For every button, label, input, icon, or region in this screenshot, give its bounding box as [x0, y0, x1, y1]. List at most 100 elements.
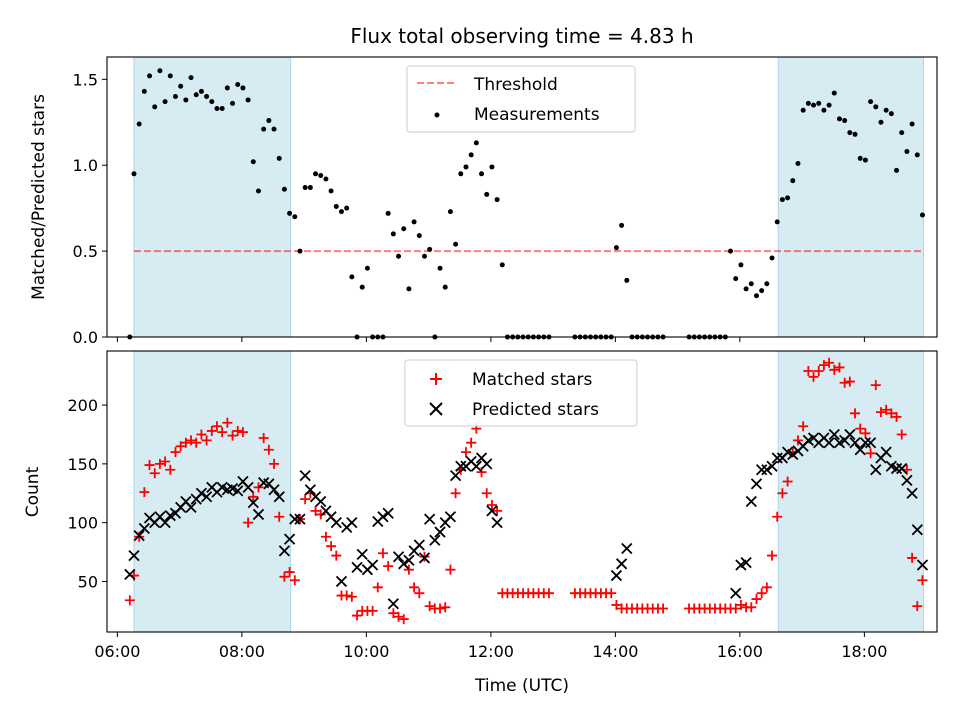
predicted-star-point: [366, 559, 379, 571]
measurement-point: [831, 90, 837, 96]
measurement-point: [904, 148, 910, 154]
predicted-star-point: [864, 437, 877, 449]
matched-star-point: [730, 603, 741, 614]
bottom-xtick-label: 06:00: [94, 642, 140, 661]
matched-star-point: [896, 429, 907, 440]
bottom-xtick-label: 10:00: [343, 642, 389, 661]
bottom-ytick-label: 50: [78, 572, 98, 591]
predicted-star-point: [828, 428, 840, 441]
matched-star-point: [201, 435, 212, 446]
matched-star-point: [269, 458, 280, 469]
predicted-star-point: [200, 491, 213, 503]
measurement-point: [349, 274, 355, 280]
matched-star-point: [855, 423, 866, 434]
matched-star-point: [310, 505, 321, 516]
matched-star-point: [658, 603, 669, 614]
matched-star-point: [341, 590, 352, 601]
bottom-y-axis: 50 100 150 200: [67, 396, 107, 591]
predicted-star-point: [870, 464, 882, 476]
predicted-star-point: [740, 556, 752, 569]
measurement-point: [852, 131, 858, 137]
matched-star-point: [751, 594, 762, 605]
bottom-xtick-label: 14:00: [592, 642, 638, 661]
matched-star-point: [767, 550, 778, 561]
bottom-xtick-label: 16:00: [717, 642, 763, 661]
measurement-point: [764, 281, 770, 287]
matched-star-point: [352, 610, 363, 621]
predicted-star-point: [392, 551, 405, 563]
matched-star-point: [388, 608, 399, 619]
matched-star-point: [211, 421, 222, 432]
matched-star-point: [476, 467, 487, 478]
measurement-point: [292, 214, 298, 220]
measurement-point: [219, 106, 225, 112]
matched-star-point: [792, 435, 803, 446]
measurement-point: [489, 164, 495, 170]
matched-star-point: [191, 437, 202, 448]
measurement-point: [214, 106, 220, 112]
measurement-point: [728, 248, 734, 254]
bottom-xtick-label: 12:00: [468, 642, 514, 661]
predicted-star-point: [911, 524, 923, 536]
predicted-star-point: [849, 437, 861, 449]
predicted-star-point: [232, 485, 244, 497]
matched-star-point: [170, 447, 181, 458]
matched-star-point: [424, 601, 435, 612]
measurement-point: [914, 152, 920, 158]
matched-star-point: [435, 603, 446, 614]
measurement-point: [157, 68, 163, 74]
predicted-star-point: [424, 513, 436, 525]
predicted-star-point: [351, 561, 363, 573]
predicted-star-point: [901, 474, 913, 486]
measurement-point: [421, 253, 427, 259]
matched-star-point: [886, 408, 897, 419]
matched-star-point: [450, 488, 461, 499]
predicted-star-point: [449, 469, 462, 482]
matched-star-point: [486, 500, 497, 511]
matched-star-point: [818, 360, 829, 371]
measurements-legend-label: Measurements: [474, 105, 600, 125]
predicted-star-point: [470, 460, 482, 472]
matched-star-point: [912, 601, 923, 612]
bottom-ytick-label: 200: [67, 396, 98, 415]
matched-star-point: [798, 421, 809, 432]
measurement-point: [313, 171, 319, 177]
matched-star-point: [403, 564, 414, 575]
measurement-point: [302, 185, 308, 191]
predicted-star-point: [398, 558, 410, 570]
predicted-star-point: [268, 484, 280, 496]
predicted-star-point: [455, 460, 467, 472]
chart-title: Flux total observing time = 4.83 h: [350, 24, 693, 48]
matched-star-point: [756, 588, 767, 599]
measurement-point: [847, 130, 853, 136]
measurement-point: [811, 102, 817, 108]
measurement-point: [795, 161, 801, 167]
matched-star-point: [875, 407, 886, 418]
predicted-star-point: [854, 444, 866, 456]
measurement-point: [494, 197, 500, 203]
matched-star-point: [206, 425, 217, 436]
predicted-star-point: [896, 462, 908, 475]
measurement-point: [193, 92, 199, 98]
top-ytick-label: 1.0: [73, 156, 98, 175]
bottom-legend: Matched stars Predicted stars: [404, 359, 638, 427]
measurement-point: [172, 94, 178, 100]
measurement-point: [479, 171, 485, 177]
matched-star-point: [248, 491, 259, 502]
top-band-1: [777, 56, 925, 338]
matched-star-point: [777, 488, 788, 499]
measurement-point: [738, 262, 744, 268]
x-axis-label: Time (UTC): [474, 676, 569, 696]
matched-star-point: [414, 588, 425, 599]
measurement-point: [873, 104, 879, 110]
measurement-point: [888, 111, 894, 117]
predicted-star-point: [771, 452, 783, 464]
measurement-point: [909, 121, 915, 127]
matched-star-point: [315, 509, 326, 520]
matched-star-point: [850, 408, 861, 419]
measurement-point: [318, 173, 324, 179]
matched-star-point: [466, 437, 477, 448]
matched-star-point: [870, 380, 881, 391]
bottom-legend-box: [404, 359, 638, 427]
measurement-point: [338, 209, 344, 215]
